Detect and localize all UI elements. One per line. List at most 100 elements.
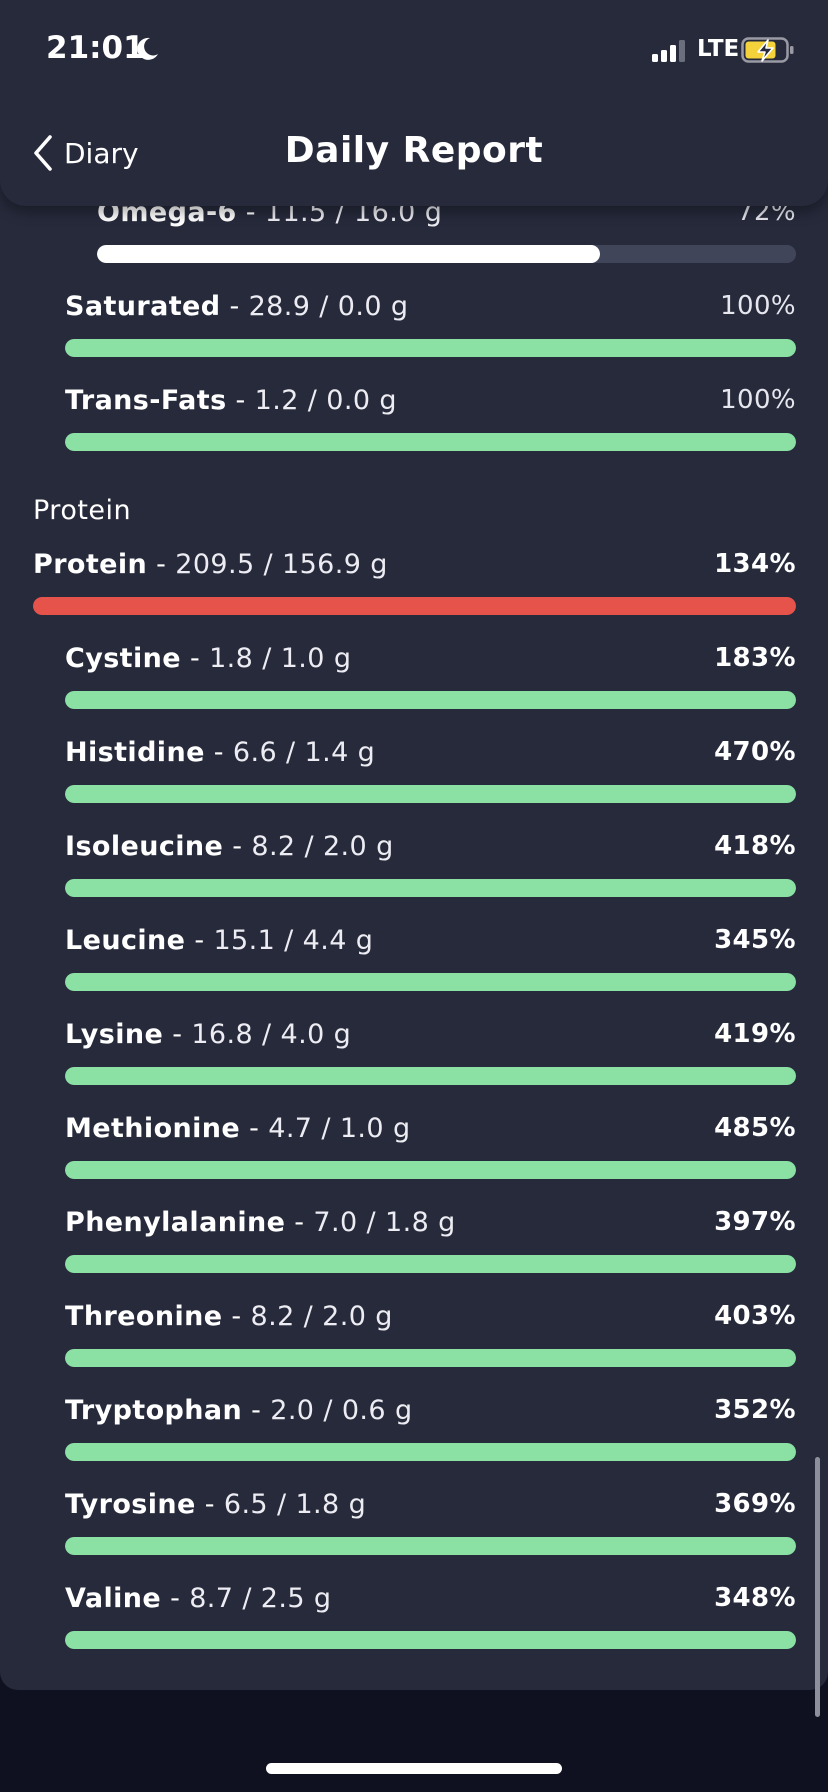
nutrient-label: Valine - 8.7 / 2.5 g	[65, 1583, 332, 1614]
nutrient-label: Methionine - 4.7 / 1.0 g	[65, 1113, 411, 1144]
home-indicator[interactable]	[266, 1763, 562, 1774]
nutrient-name: Valine	[65, 1583, 162, 1614]
nutrient-row-lysine: Lysine - 16.8 / 4.0 g 419%	[65, 1019, 796, 1085]
nutrient-amount: 2.0 / 0.6 g	[270, 1395, 413, 1426]
nutrient-row-tyrosine: Tyrosine - 6.5 / 1.8 g 369%	[65, 1489, 796, 1555]
progress-bar-fill	[97, 245, 601, 263]
nutrient-row-header: Lysine - 16.8 / 4.0 g 419%	[65, 1019, 796, 1055]
signal-icon	[652, 40, 685, 62]
progress-bar-fill	[65, 1443, 796, 1461]
progress-bar-track	[97, 245, 796, 263]
nutrient-percent: 485%	[714, 1113, 796, 1143]
nutrient-label: Cystine - 1.8 / 1.0 g	[65, 643, 352, 674]
progress-bar-track	[65, 1631, 796, 1649]
nutrient-amount: 16.8 / 4.0 g	[191, 1019, 352, 1050]
nutrient-amount: 28.9 / 0.0 g	[248, 291, 409, 322]
nutrient-row-header: Protein - 209.5 / 156.9 g 134%	[33, 549, 796, 585]
nutrient-name: Histidine	[65, 737, 205, 768]
back-button[interactable]: Diary	[30, 128, 139, 178]
progress-bar-fill	[65, 785, 796, 803]
nutrient-row-header: Trans-Fats - 1.2 / 0.0 g 100%	[65, 385, 796, 421]
nutrient-percent: 369%	[714, 1489, 796, 1519]
progress-bar-fill	[65, 1255, 796, 1273]
section-title-protein: Protein	[33, 495, 132, 526]
nutrient-row-cystine: Cystine - 1.8 / 1.0 g 183%	[65, 643, 796, 709]
progress-bar-track	[65, 973, 796, 991]
nutrient-row-threonine: Threonine - 8.2 / 2.0 g 403%	[65, 1301, 796, 1367]
nutrient-label: Tryptophan - 2.0 / 0.6 g	[65, 1395, 413, 1426]
nutrient-amount: 7.0 / 1.8 g	[313, 1207, 456, 1238]
nutrient-row-phenylalanine: Phenylalanine - 7.0 / 1.8 g 397%	[65, 1207, 796, 1273]
nutrient-row-header: Saturated - 28.9 / 0.0 g 100%	[65, 291, 796, 327]
nutrient-label: Phenylalanine - 7.0 / 1.8 g	[65, 1207, 456, 1238]
nav-header: 21:01 LTE Diary Daily Report	[0, 0, 828, 206]
battery-charging-icon	[741, 37, 794, 63]
nutrient-name: Phenylalanine	[65, 1207, 286, 1238]
nutrient-percent: 352%	[714, 1395, 796, 1425]
progress-bar-track	[65, 433, 796, 451]
nutrient-name: Protein	[33, 549, 148, 580]
nutrient-amount: 6.5 / 1.8 g	[223, 1489, 367, 1520]
nutrient-label: Trans-Fats - 1.2 / 0.0 g	[65, 385, 397, 416]
nutrient-percent: 345%	[714, 925, 796, 955]
nutrient-name: Threonine	[65, 1301, 223, 1332]
nutrient-percent: 470%	[714, 737, 796, 767]
progress-bar-fill	[65, 339, 796, 357]
nutrient-amount: 4.7 / 1.0 g	[268, 1113, 411, 1144]
nutrient-row-header: Methionine - 4.7 / 1.0 g 485%	[65, 1113, 796, 1149]
progress-bar-fill	[65, 1631, 796, 1649]
nutrient-name: Saturated	[65, 291, 221, 322]
nutrient-percent: 183%	[714, 643, 796, 673]
nutrient-label: Isoleucine - 8.2 / 2.0 g	[65, 831, 394, 862]
progress-bar-fill	[65, 691, 796, 709]
nutrient-row-methionine: Methionine - 4.7 / 1.0 g 485%	[65, 1113, 796, 1179]
nutrient-label: Lysine - 16.8 / 4.0 g	[65, 1019, 352, 1050]
scrollbar[interactable]	[815, 1457, 820, 1717]
progress-bar-fill	[65, 1349, 796, 1367]
nutrient-row-header: Valine - 8.7 / 2.5 g 348%	[65, 1583, 796, 1619]
network-type: LTE	[697, 36, 740, 62]
progress-bar-track	[65, 1443, 796, 1461]
nutrient-row-header: Tryptophan - 2.0 / 0.6 g 352%	[65, 1395, 796, 1431]
nutrient-name: Isoleucine	[65, 831, 224, 862]
progress-bar-track	[65, 879, 796, 897]
nutrient-name: Tyrosine	[65, 1489, 196, 1520]
progress-bar-track	[65, 339, 796, 357]
nutrient-amount: 15.1 / 4.4 g	[213, 925, 374, 956]
nutrient-row-isoleucine: Isoleucine - 8.2 / 2.0 g 418%	[65, 831, 796, 897]
progress-bar-fill	[65, 1067, 796, 1085]
chevron-left-icon	[34, 135, 52, 171]
status-time: 21:01	[46, 30, 145, 66]
nutrient-name: Tryptophan	[65, 1395, 243, 1426]
progress-bar-track	[65, 1161, 796, 1179]
progress-bar-track	[65, 1067, 796, 1085]
nutrient-amount: 8.2 / 2.0 g	[251, 831, 394, 862]
nutrient-row-header: Tyrosine - 6.5 / 1.8 g 369%	[65, 1489, 796, 1525]
progress-bar-track	[33, 597, 796, 615]
nutrient-row-header: Threonine - 8.2 / 2.0 g 403%	[65, 1301, 796, 1337]
nutrient-row-header: Isoleucine - 8.2 / 2.0 g 418%	[65, 831, 796, 867]
progress-bar-track	[65, 691, 796, 709]
nutrient-percent: 348%	[714, 1583, 796, 1613]
nutrient-row-trans-fats: Trans-Fats - 1.2 / 0.0 g 100%	[65, 385, 796, 451]
nutrient-label: Threonine - 8.2 / 2.0 g	[65, 1301, 393, 1332]
nutrient-percent: 418%	[714, 831, 796, 861]
progress-bar-fill	[65, 1537, 796, 1555]
nutrient-label: Protein - 209.5 / 156.9 g	[33, 549, 388, 580]
nutrient-percent: 134%	[714, 549, 796, 579]
nutrient-amount: 8.2 / 2.0 g	[250, 1301, 393, 1332]
nutrient-row-header: Phenylalanine - 7.0 / 1.8 g 397%	[65, 1207, 796, 1243]
nutrient-row-tryptophan: Tryptophan - 2.0 / 0.6 g 352%	[65, 1395, 796, 1461]
nutrient-percent: 100%	[720, 291, 796, 321]
nutrient-amount: 1.8 / 1.0 g	[209, 643, 352, 674]
nutrient-row-leucine: Leucine - 15.1 / 4.4 g 345%	[65, 925, 796, 991]
progress-bar-fill	[65, 433, 796, 451]
nutrient-name: Trans-Fats	[65, 385, 227, 416]
nutrient-row-saturated: Saturated - 28.9 / 0.0 g 100%	[65, 291, 796, 357]
nutrient-row-header: Histidine - 6.6 / 1.4 g 470%	[65, 737, 796, 773]
nutrient-percent: 100%	[720, 385, 796, 415]
nutrient-label: Leucine - 15.1 / 4.4 g	[65, 925, 374, 956]
page-title: Daily Report	[284, 130, 544, 171]
nutrient-percent: 419%	[714, 1019, 796, 1049]
nutrient-name: Methionine	[65, 1113, 241, 1144]
